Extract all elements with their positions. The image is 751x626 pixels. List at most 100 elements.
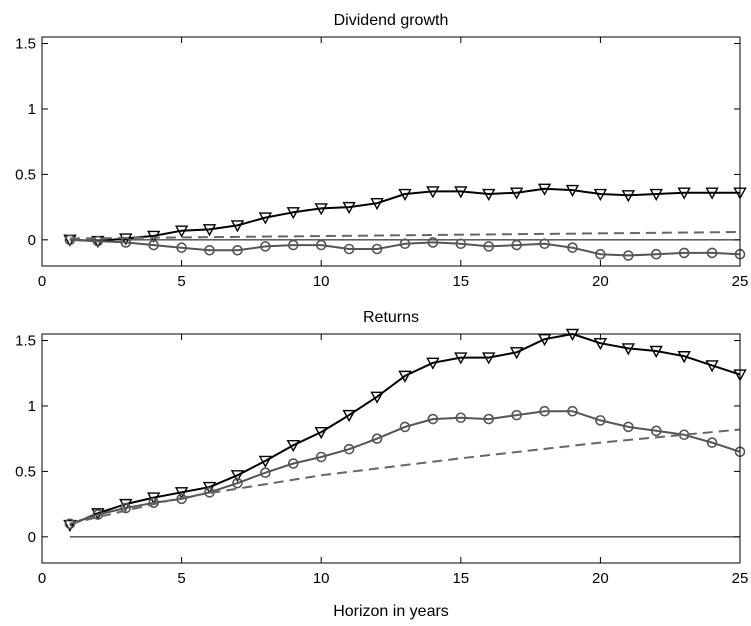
- data-point-triangle: [202, 481, 217, 495]
- data-point-triangle: [174, 225, 189, 238]
- data-point-triangle: [258, 212, 273, 225]
- x-tick-label: 5: [177, 273, 185, 290]
- y-tick-label: 0.5: [15, 463, 36, 480]
- data-point-circle: [315, 239, 327, 251]
- data-point-triangle: [286, 440, 300, 453]
- data-point-triangle: [370, 197, 384, 211]
- data-point-triangle: [398, 370, 412, 383]
- data-point-circle: [483, 413, 495, 425]
- x-tick-label: 0: [38, 273, 46, 290]
- y-tick-label: 0.5: [15, 166, 36, 183]
- y-tick-label: 1: [28, 101, 36, 118]
- x-tick-label: 25: [732, 570, 749, 587]
- data-point-circle: [64, 234, 76, 246]
- data-point-circle: [567, 405, 578, 417]
- data-point-triangle: [286, 207, 300, 220]
- data-point-circle: [260, 467, 271, 479]
- data-point-circle: [287, 239, 299, 251]
- data-point-circle: [595, 248, 606, 260]
- plot-frame: [41, 36, 741, 267]
- data-point-triangle: [565, 184, 580, 198]
- data-point-circle: [623, 250, 634, 261]
- data-point-triangle: [537, 183, 552, 196]
- chart-panel-dividend-growth: Dividend growth 0 5 10 15 20 25 0 0.5 1 1.5: [15, 12, 748, 290]
- series-line-1: [69, 238, 741, 257]
- data-point-triangle: [621, 343, 636, 356]
- data-point-triangle: [677, 351, 691, 364]
- x-tick-label: 25: [732, 273, 749, 290]
- data-point-triangle: [677, 187, 691, 200]
- data-point-triangle: [454, 186, 468, 199]
- data-point-circle: [204, 244, 215, 256]
- data-point-triangle: [593, 188, 608, 201]
- data-point-triangle: [146, 492, 161, 505]
- data-point-circle: [260, 241, 271, 252]
- data-point-triangle: [649, 188, 663, 201]
- data-point-circle: [539, 238, 550, 250]
- chart-title: Returns: [363, 309, 419, 326]
- data-point-circle: [371, 243, 383, 255]
- data-point-triangle: [314, 203, 328, 216]
- data-point-circle: [92, 235, 104, 247]
- data-point-circle: [232, 477, 243, 489]
- data-point-triangle: [146, 230, 161, 243]
- data-point-triangle: [258, 455, 273, 468]
- data-point-triangle: [621, 190, 636, 203]
- data-point-circle: [371, 433, 383, 444]
- x-tick-label: 5: [177, 570, 185, 587]
- data-point-circle: [623, 421, 634, 433]
- data-point-triangle: [426, 186, 440, 199]
- data-point-circle: [92, 509, 104, 520]
- data-point-circle: [148, 239, 159, 251]
- chart-panel-returns: Returns Horizon in years 0 5 10 15 20 25 0 0.5 1…: [15, 309, 748, 620]
- data-point-triangle: [509, 347, 524, 360]
- data-point-circle: [176, 242, 187, 253]
- y-tick-label: 0: [28, 232, 36, 249]
- data-point-circle: [455, 412, 467, 424]
- data-point-circle: [287, 458, 299, 469]
- y-tick-label: 1.5: [15, 36, 36, 53]
- x-tick-label: 20: [592, 273, 609, 290]
- data-point-circle: [511, 409, 522, 421]
- data-point-triangle: [370, 391, 384, 404]
- y-tick-label: 0: [28, 529, 36, 546]
- data-point-circle: [399, 421, 411, 433]
- data-point-circle: [539, 405, 550, 417]
- data-point-triangle: [342, 409, 356, 423]
- x-tick-label: 10: [313, 570, 330, 587]
- data-point-triangle: [63, 519, 77, 533]
- data-point-triangle: [537, 334, 552, 347]
- series-line-0: [69, 333, 741, 527]
- series-line-2: [69, 428, 741, 525]
- data-point-circle: [706, 437, 718, 448]
- x-tick-label: 20: [592, 570, 609, 587]
- data-point-triangle: [649, 345, 663, 358]
- data-point-circle: [427, 413, 439, 425]
- data-point-circle: [427, 237, 439, 248]
- y-tick-label: 1: [28, 398, 36, 415]
- data-point-circle: [483, 241, 495, 252]
- x-tick-label: 0: [38, 570, 46, 587]
- data-point-triangle: [202, 224, 217, 237]
- data-point-triangle: [454, 352, 468, 365]
- x-tick-label: 15: [452, 570, 469, 587]
- data-point-triangle: [482, 352, 496, 365]
- data-point-circle: [650, 248, 662, 260]
- data-point-triangle: [398, 188, 412, 201]
- data-point-triangle: [342, 201, 356, 215]
- x-tick-label: 10: [313, 273, 330, 290]
- chart-title: Dividend growth: [334, 12, 449, 29]
- data-point-circle: [706, 247, 718, 259]
- x-axis-label: Horizon in years: [333, 603, 449, 620]
- data-point-circle: [511, 239, 522, 251]
- data-point-triangle: [314, 426, 328, 440]
- data-point-circle: [120, 502, 132, 514]
- data-point-circle: [399, 238, 411, 250]
- data-point-triangle: [705, 360, 719, 373]
- data-point-triangle: [230, 470, 245, 483]
- data-point-circle: [650, 425, 662, 437]
- data-point-circle: [148, 497, 159, 509]
- x-tick-label: 15: [452, 273, 469, 290]
- data-point-triangle: [509, 187, 524, 200]
